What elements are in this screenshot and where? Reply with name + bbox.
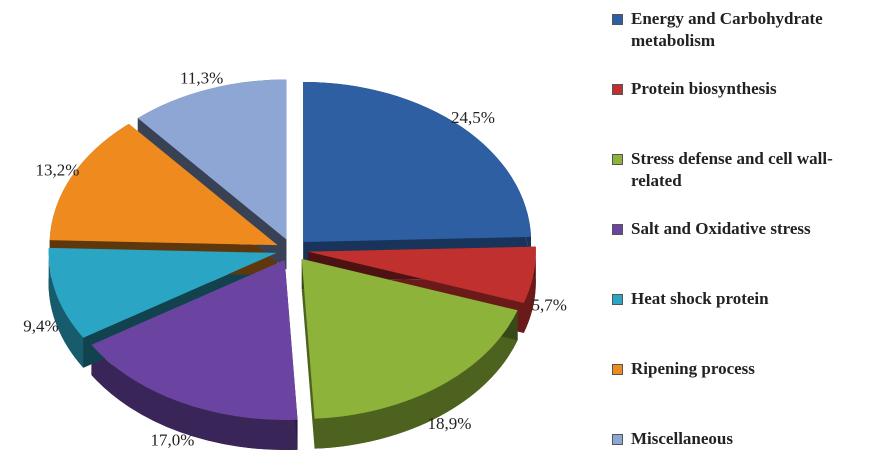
- pie-slice-side: [523, 246, 536, 333]
- legend-swatch: [612, 14, 623, 25]
- legend-label: Miscellaneous: [631, 429, 733, 448]
- legend-item: Protein biosynthesis: [612, 78, 874, 100]
- data-label: 18,9%: [427, 414, 471, 433]
- legend-label: Ripening process: [631, 359, 755, 378]
- pie-slice: [49, 123, 278, 246]
- legend-swatch: [612, 294, 623, 305]
- legend-swatch: [612, 224, 623, 235]
- legend-swatch: [612, 364, 623, 375]
- pie-slice: [91, 259, 298, 420]
- pie-slice: [48, 247, 277, 338]
- legend-item: Ripening process: [612, 358, 874, 380]
- pie-slice: [301, 258, 518, 419]
- pie-slice-side: [91, 344, 298, 450]
- pie-slice-side: [314, 310, 518, 449]
- chart: 24,5% 5,7% 18,9% 17,0% 9,4% 13,2% 11,3%: [23, 68, 567, 450]
- data-label: 24,5%: [451, 108, 495, 127]
- data-label: 11,3%: [180, 68, 223, 87]
- legend-label: Energy and Carbohydrate metabolism: [631, 9, 823, 50]
- legend-item: Salt and Oxidative stress: [612, 218, 874, 240]
- pie-slice: [307, 246, 536, 303]
- legend-item: Stress defense and cell wall-related: [612, 148, 874, 192]
- legend-label: Stress defense and cell wall-related: [631, 149, 833, 190]
- legend-item: Miscellaneous: [612, 428, 874, 450]
- legend-swatch: [612, 434, 623, 445]
- pie-slice: [303, 81, 532, 242]
- data-label: 13,2%: [35, 160, 79, 179]
- data-label: 17,0%: [151, 431, 195, 450]
- data-label: 9,4%: [23, 316, 58, 335]
- legend-label: Protein biosynthesis: [631, 79, 777, 98]
- legend-item: Heat shock protein: [612, 288, 874, 310]
- legend-label: Salt and Oxidative stress: [631, 219, 811, 238]
- pie-slice: [137, 79, 287, 240]
- data-label: 5,7%: [531, 296, 566, 315]
- legend-swatch: [612, 154, 623, 165]
- legend-item: Energy and Carbohydrate metabolism: [612, 8, 874, 52]
- legend-label: Heat shock protein: [631, 289, 769, 308]
- legend-swatch: [612, 84, 623, 95]
- pie-slice-side: [48, 247, 84, 368]
